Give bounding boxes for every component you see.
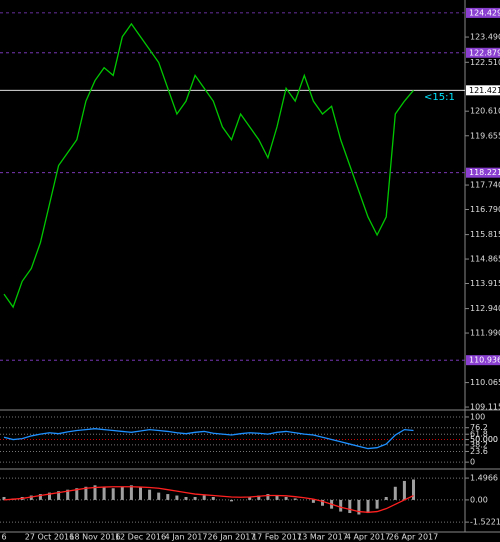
x-tick-label: 13 Mar 2017 [297,533,348,542]
x-tick-label: 26 Jan 2017 [208,533,256,542]
histogram-bar [2,496,6,500]
annotation: <15:1 [424,92,455,103]
y-tick-label: 122.510 [470,58,500,67]
y-tick-label: 61.8 [470,430,488,439]
level-label: 122.879 [469,48,500,57]
level-label: 121.421 [469,86,500,95]
histogram-bar [348,499,352,514]
histogram-bar [284,496,288,500]
histogram-bar [275,495,279,500]
histogram-bar [102,486,106,500]
y-tick-label: 123.490 [470,33,500,42]
y-tick-label: 112.940 [470,304,500,313]
histogram-bar [375,499,379,509]
histogram-bar [230,499,233,502]
y-tick-label: 109.115 [470,403,500,412]
histogram-bar [75,488,79,500]
histogram-bar [93,485,97,500]
x-tick-label: 27 Oct 2016 [25,533,74,542]
histogram-bar [266,494,270,500]
level-box [466,85,500,96]
x-tick-label: 4 Jan 2017 [165,533,208,542]
y-tick-label: -1.5221 [470,518,500,527]
histogram-bar [175,495,179,500]
histogram-bar [248,496,252,500]
level-label: 118.221 [469,168,500,177]
y-tick-label: 0 [470,458,475,467]
y-tick-label: 115.815 [470,230,500,239]
histogram-bar [211,496,215,500]
series-line [3,22,414,309]
level-label: 124.429 [469,8,500,17]
x-tick-label: 17 Feb 2017 [252,533,302,542]
y-tick-label: 116.790 [470,205,500,214]
histogram-bar [311,499,315,503]
histogram-bar [29,495,33,500]
level-label: 110.936 [469,356,500,365]
histogram-bar [366,499,370,514]
y-tick-label: 38.2 [470,440,488,449]
histogram-bar [84,486,88,500]
histogram-bar [139,486,142,500]
histogram-bar [120,486,124,500]
x-tick-label: 6 [1,533,6,542]
histogram-bar [57,491,61,500]
series-line [3,486,414,513]
y-tick-label: 119.655 [470,131,500,140]
level-box [466,7,500,18]
y-tick-label: 113.915 [470,279,500,288]
y-tick-label: 23.6 [470,447,488,456]
histogram-bar [412,479,415,500]
histogram-bar [357,499,361,515]
x-tick-label: 12 Dec 2016 [115,533,166,542]
y-tick-label: 114.865 [470,255,500,264]
histogram-bar [402,480,406,500]
histogram-bar [157,492,161,500]
histogram-bar [166,494,170,500]
histogram-bar [48,492,51,500]
level-box [466,167,500,178]
y-tick-label: 100 [470,412,485,421]
histogram-bar [148,489,152,500]
y-tick-label: 111.990 [470,329,500,338]
y-tick-label: 120.610 [470,107,500,116]
histogram-bar [393,486,397,500]
histogram-bar [321,499,324,506]
y-tick-label: 110.065 [470,378,500,387]
y-tick-label: 117.740 [470,181,500,190]
x-tick-label: 4 Apr 2017 [346,533,390,542]
histogram-bar [202,495,206,500]
histogram-bar [38,494,42,500]
histogram-bar [384,496,388,500]
histogram-bar [129,485,133,500]
histogram-bar [66,489,70,500]
x-tick-label: 26 Apr 2017 [389,533,438,542]
y-tick-label: 0.00 [470,495,488,504]
y-tick-label: 50.000 [470,435,498,444]
histogram-bar [193,496,197,500]
level-box [466,355,500,366]
level-box [466,47,500,58]
x-tick-label: 18 Nov 2016 [69,533,120,542]
histogram-bar [257,495,261,500]
histogram-bar [111,488,115,500]
y-tick-label: 76.2 [470,423,488,432]
histogram-bar [184,496,188,500]
y-tick-label: 1.4966 [470,474,498,483]
series-line [3,428,414,450]
histogram-bar [339,499,343,512]
histogram-bar [293,498,297,500]
